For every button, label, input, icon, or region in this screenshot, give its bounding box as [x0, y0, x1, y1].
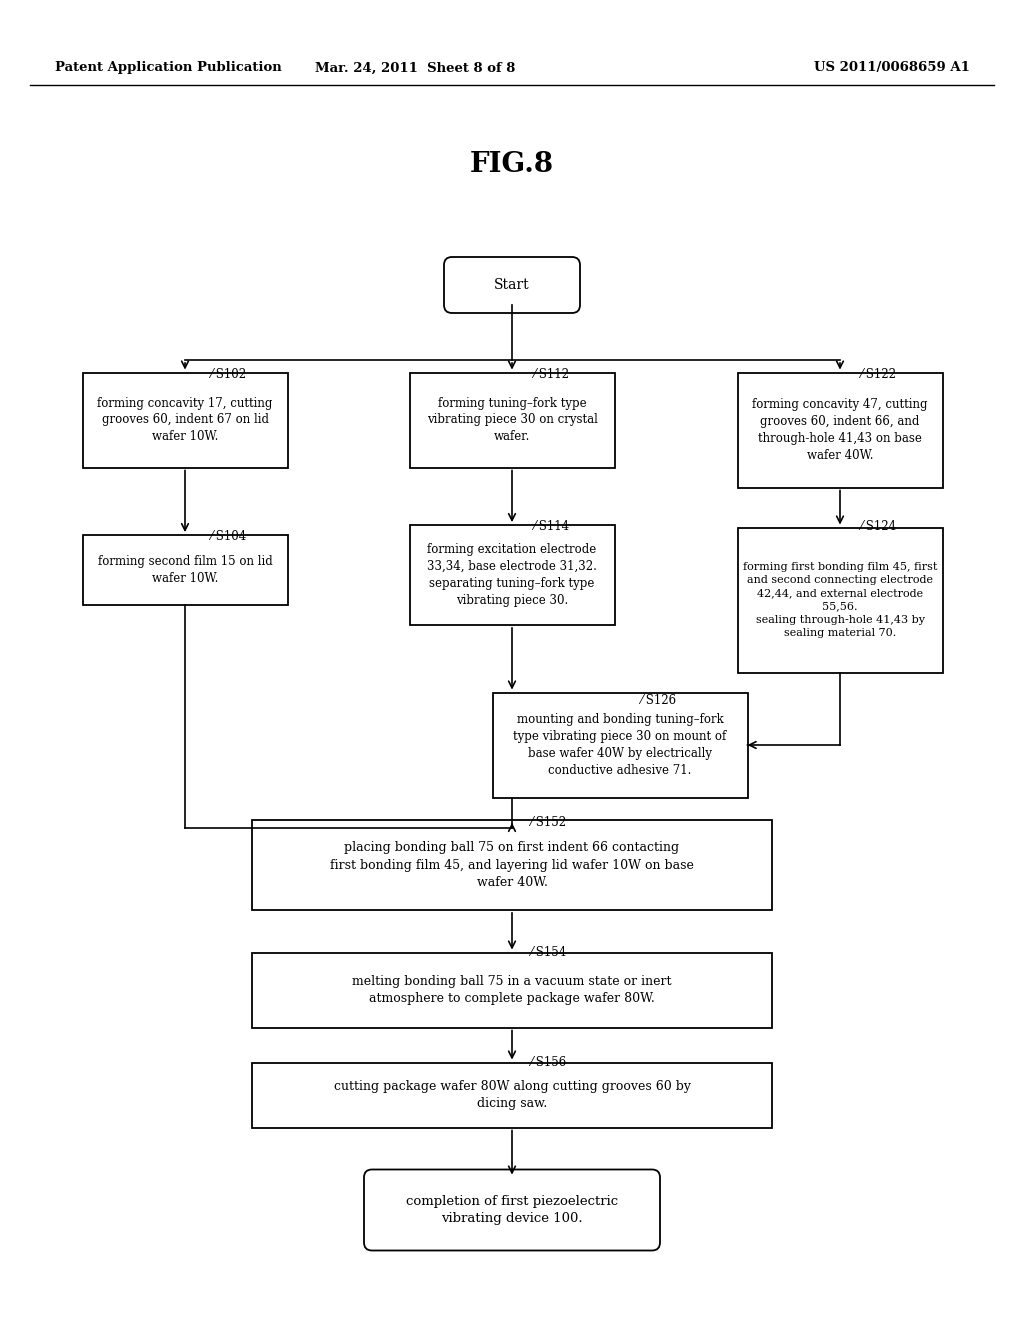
Text: placing bonding ball 75 on first indent 66 contacting
first bonding film 45, and: placing bonding ball 75 on first indent … — [330, 842, 694, 888]
Text: ⁄ S104: ⁄ S104 — [210, 531, 246, 544]
Bar — [252, 1063, 772, 1127]
Bar — [83, 372, 288, 467]
Text: forming first bonding film 45, first
and second connecting electrode
42,44, and : forming first bonding film 45, first and… — [742, 562, 937, 638]
Bar — [410, 372, 614, 467]
Text: ⁄ S114: ⁄ S114 — [534, 520, 569, 533]
Bar — [737, 372, 942, 487]
Bar — [252, 820, 772, 909]
Text: US 2011/0068659 A1: US 2011/0068659 A1 — [814, 62, 970, 74]
Text: ⁄ S126: ⁄ S126 — [640, 693, 676, 706]
Text: ⁄ S124: ⁄ S124 — [860, 520, 896, 533]
Text: ⁄ S122: ⁄ S122 — [860, 368, 896, 381]
Text: cutting package wafer 80W along cutting grooves 60 by
dicing saw.: cutting package wafer 80W along cutting … — [334, 1080, 690, 1110]
Text: ⁄ S156: ⁄ S156 — [530, 1056, 566, 1068]
FancyBboxPatch shape — [364, 1170, 660, 1250]
Text: ⁄ S102: ⁄ S102 — [210, 368, 246, 381]
Text: forming second film 15 on lid
wafer 10W.: forming second film 15 on lid wafer 10W. — [97, 554, 272, 585]
Text: melting bonding ball 75 in a vacuum state or inert
atmosphere to complete packag: melting bonding ball 75 in a vacuum stat… — [352, 975, 672, 1005]
Text: Start: Start — [495, 279, 529, 292]
Bar — [410, 525, 614, 624]
Text: ⁄ S112: ⁄ S112 — [534, 368, 569, 381]
Text: forming excitation electrode
33,34, base electrode 31,32.
separating tuning–fork: forming excitation electrode 33,34, base… — [427, 543, 597, 607]
Text: completion of first piezoelectric
vibrating device 100.: completion of first piezoelectric vibrat… — [406, 1195, 618, 1225]
Bar — [83, 535, 288, 605]
Text: forming tuning–fork type
vibrating piece 30 on crystal
wafer.: forming tuning–fork type vibrating piece… — [427, 396, 597, 444]
Bar — [493, 693, 748, 797]
Bar — [252, 953, 772, 1027]
Text: ⁄ S154: ⁄ S154 — [530, 946, 566, 960]
Text: Mar. 24, 2011  Sheet 8 of 8: Mar. 24, 2011 Sheet 8 of 8 — [314, 62, 515, 74]
Text: FIG.8: FIG.8 — [470, 152, 554, 178]
Text: ⁄ S152: ⁄ S152 — [530, 816, 566, 829]
FancyBboxPatch shape — [444, 257, 580, 313]
Bar — [737, 528, 942, 672]
Text: forming concavity 17, cutting
grooves 60, indent 67 on lid
wafer 10W.: forming concavity 17, cutting grooves 60… — [97, 396, 272, 444]
Text: Patent Application Publication: Patent Application Publication — [55, 62, 282, 74]
Text: forming concavity 47, cutting
grooves 60, indent 66, and
through-hole 41,43 on b: forming concavity 47, cutting grooves 60… — [753, 399, 928, 462]
Text: mounting and bonding tuning–fork
type vibrating piece 30 on mount of
base wafer : mounting and bonding tuning–fork type vi… — [513, 713, 727, 777]
